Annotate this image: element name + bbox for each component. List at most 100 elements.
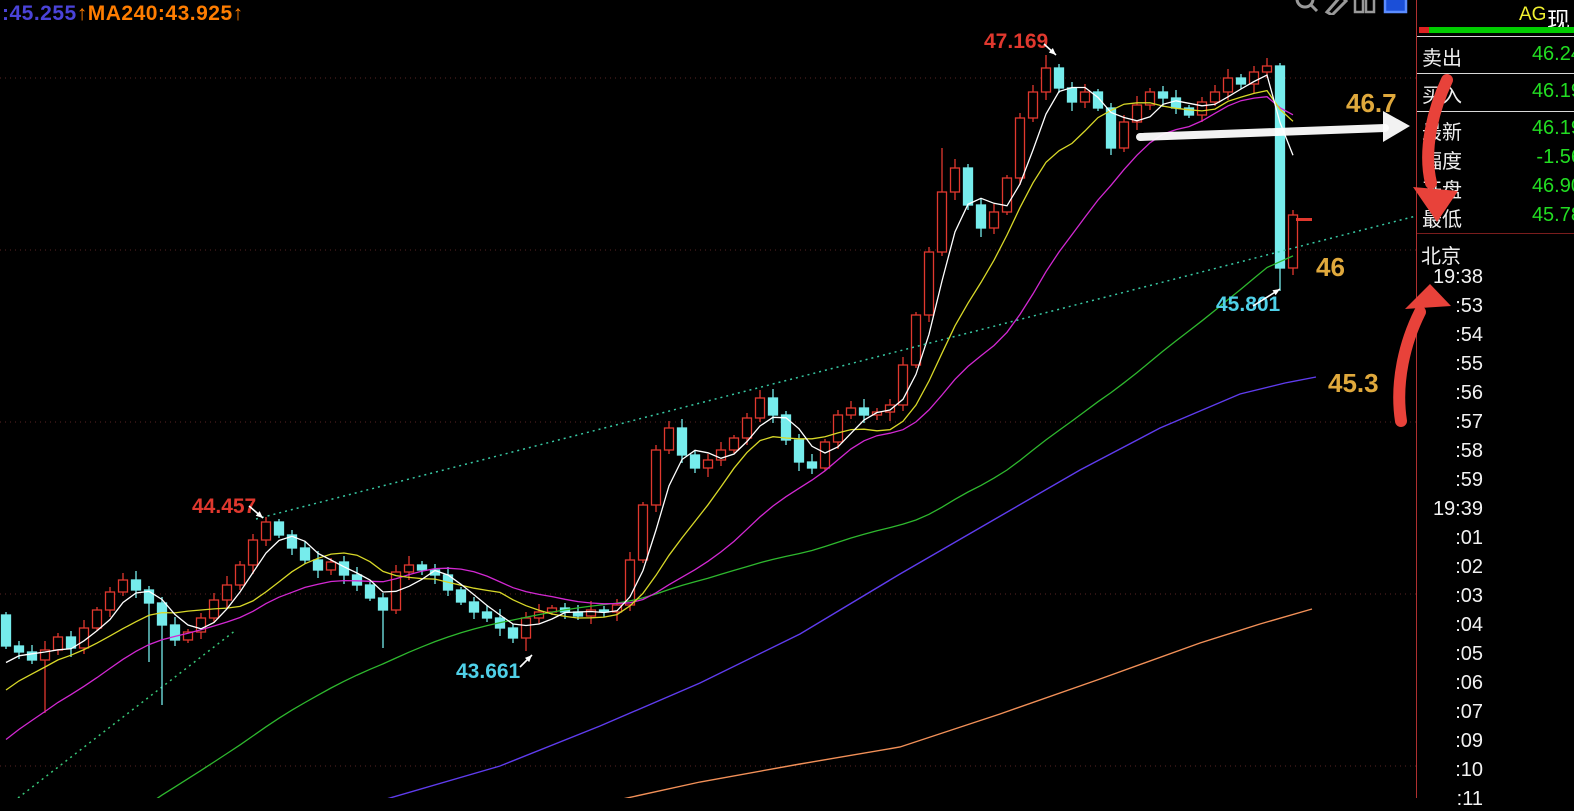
time-item: :07 <box>1455 701 1483 723</box>
draw-pencil-icon[interactable] <box>1324 0 1349 15</box>
instrument-title: AG 现 <box>1417 1 1574 33</box>
quote-row: 最新 46.19 <box>1417 116 1574 144</box>
candle-up <box>845 407 857 416</box>
candle-down <box>26 651 38 661</box>
divider <box>1417 111 1574 112</box>
price-level-label: 45.3 <box>1328 368 1379 398</box>
chart-toolbar <box>1293 0 1411 15</box>
ma240-value: MA240:43.925 <box>87 2 233 25</box>
candle-up <box>104 591 116 611</box>
candle-up <box>754 397 766 419</box>
candle-up <box>988 211 1000 229</box>
candle-up <box>1079 91 1091 103</box>
quote-panel: AG 现 卖出 46.24 买入 46.19 最新 46.19 幅度 -1.56 开盘 46.90… <box>1416 0 1574 810</box>
time-item: :57 <box>1455 411 1483 433</box>
candle-down <box>1157 91 1169 99</box>
candle-down <box>1235 77 1247 85</box>
candle-down <box>156 602 168 626</box>
candle-down <box>377 597 389 611</box>
time-item: :11 <box>1456 788 1483 810</box>
candle-up <box>234 564 246 586</box>
quote-label: 幅度 <box>1422 151 1462 173</box>
ma-indicator-readout: :45.255↑MA240:43.925↑ <box>2 2 244 26</box>
time-item: :56 <box>1455 382 1483 404</box>
price-callout-label: 44.457 <box>192 495 256 518</box>
quote-label: 买入 <box>1422 85 1462 107</box>
quote-row: 开盘 46.90 <box>1417 174 1574 202</box>
candle-down <box>767 397 779 416</box>
time-item: :01 <box>1455 527 1483 549</box>
candle-down <box>962 167 974 206</box>
candle-up <box>1014 117 1026 179</box>
divider <box>1417 36 1574 37</box>
price-level-label: 46.7 <box>1346 88 1397 118</box>
candle-down <box>1183 107 1195 116</box>
candle-up <box>624 559 636 606</box>
time-item: :55 <box>1455 353 1483 375</box>
candle-down <box>975 204 987 229</box>
quote-value: 46.90 <box>1531 175 1574 197</box>
candlestick-chart[interactable]: 47.169 44.457 43.661 45.801 46.7 46 45.3 <box>0 0 1416 798</box>
candle-down <box>0 614 12 647</box>
time-item: :02 <box>1455 556 1483 578</box>
candle-up <box>520 617 532 639</box>
candle-up <box>1144 91 1156 106</box>
candle-down <box>1274 65 1286 269</box>
candle-up <box>1131 104 1143 123</box>
candle-up <box>663 427 675 451</box>
candle-up <box>819 441 831 469</box>
candle-up <box>221 584 233 601</box>
candle-down <box>1170 97 1182 109</box>
candle-down <box>312 559 324 571</box>
candle-up <box>1261 65 1273 73</box>
quote-label: 卖出 <box>1422 48 1462 70</box>
candle-up <box>728 437 740 451</box>
price-level-label: 46 <box>1316 252 1345 282</box>
quote-row: 最低 45.78 <box>1417 203 1574 231</box>
candle-down <box>65 636 77 649</box>
candle-up <box>1027 91 1039 119</box>
candle-up <box>247 539 259 566</box>
candle-up <box>715 449 727 461</box>
zoom-icon[interactable] <box>1295 0 1319 13</box>
candle-up <box>1222 77 1234 93</box>
candle-down <box>169 624 181 641</box>
candle-up <box>702 459 714 469</box>
panel-blue-icon[interactable] <box>1383 0 1408 14</box>
time-item: 19:38 <box>1432 266 1483 288</box>
last-price-marker <box>1296 218 1312 221</box>
candle-up <box>923 251 935 316</box>
candle-up <box>650 449 662 506</box>
buy-sell-ratio-bar <box>1419 27 1574 33</box>
candle-up <box>182 631 194 641</box>
quote-value: -1.56 <box>1536 146 1574 168</box>
up-arrow-icon: ↑ <box>76 2 88 25</box>
quote-value: 45.78 <box>1531 204 1574 226</box>
candle-up <box>91 609 103 629</box>
grid-layout-icon[interactable] <box>1353 0 1376 14</box>
candle-up <box>39 649 51 661</box>
candle-down <box>468 601 480 613</box>
instrument-symbol: AG <box>1519 4 1547 25</box>
quote-label: 最新 <box>1422 122 1462 144</box>
time-item: :53 <box>1455 295 1483 317</box>
callout-arrowhead-icon <box>1272 289 1280 296</box>
callout-arrowhead-icon <box>255 511 263 518</box>
candle-down <box>351 574 363 586</box>
callout-arrowhead-icon <box>1048 48 1056 55</box>
quote-label: 开盘 <box>1422 180 1462 202</box>
price-callout-label: 45.801 <box>1216 293 1281 316</box>
quote-row: 幅度 -1.56 <box>1417 145 1574 173</box>
candle-down <box>676 427 688 456</box>
price-callout-label: 43.661 <box>456 660 521 683</box>
time-item: :05 <box>1455 643 1483 665</box>
instrument-name: 现 <box>1547 7 1570 33</box>
candle-up <box>1287 214 1299 269</box>
candle-down <box>299 547 311 561</box>
time-item: :10 <box>1455 759 1483 781</box>
lower-channel-dotted <box>17 629 237 798</box>
candle-down <box>507 627 519 639</box>
candle-down <box>286 534 298 549</box>
MA-slow-magenta <box>5 96 1294 741</box>
